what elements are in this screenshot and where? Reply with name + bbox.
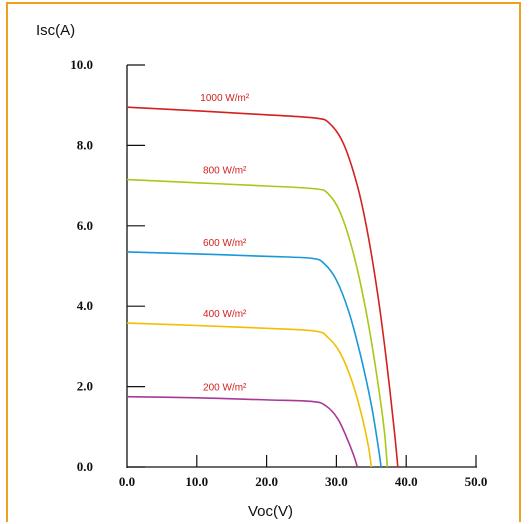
series-label: 600 W/m² [203, 238, 247, 249]
series-line [126, 251, 382, 468]
series-label: 200 W/m² [203, 383, 247, 394]
y-tick-label: 6.0 [77, 218, 93, 233]
series-line [126, 106, 399, 468]
y-tick-label: 0.0 [77, 459, 93, 474]
x-tick-label: 40.0 [395, 474, 418, 489]
y-tick-label: 8.0 [77, 137, 93, 152]
y-axis-title: Isc(A) [36, 22, 75, 39]
series-line [126, 395, 359, 468]
series-label: 400 W/m² [203, 309, 247, 320]
chart-frame [6, 2, 521, 522]
y-tick-label: 2.0 [77, 379, 93, 394]
y-tick-label: 4.0 [77, 298, 93, 313]
y-tick-label: 10.0 [70, 57, 93, 72]
series-line [126, 178, 389, 468]
x-axis-title: Voc(V) [248, 503, 293, 520]
x-tick-label: 50.0 [465, 474, 488, 489]
series-label: 800 W/m² [203, 166, 247, 177]
series-layer: 1000 W/m² 800 W/m² 600 W/m² 400 W/m² 200 W/m… [126, 93, 399, 468]
series-label: 1000 W/m² [200, 93, 250, 104]
x-tick-label: 30.0 [325, 474, 348, 489]
axes: 0.0 2.0 4.0 6.0 8.0 10.0 0.0 10.0 20.0 30.0 40.0 50… [70, 57, 487, 489]
x-tick-label: 0.0 [119, 474, 135, 489]
series-line [126, 322, 373, 468]
x-tick-label: 10.0 [185, 474, 208, 489]
x-tick-label: 20.0 [255, 474, 278, 489]
